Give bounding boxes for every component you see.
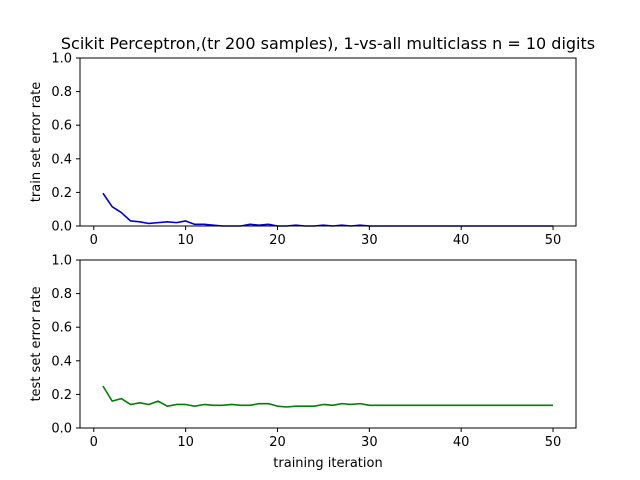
train-x-tick-label: 0 (90, 233, 98, 248)
train-x-tick-label: 30 (361, 233, 378, 248)
train-x-tick-label: 20 (269, 233, 286, 248)
test-y-tick-label: 0.2 (51, 388, 72, 403)
test-y-tick-label: 0.8 (51, 287, 72, 302)
train-axes-frame (79, 57, 577, 227)
test-y-tick-label: 0.4 (51, 354, 72, 369)
figure-title: Scikit Perceptron,(tr 200 samples), 1-vs… (61, 34, 595, 53)
test-x-tick-label: 50 (545, 435, 562, 450)
test-axes-frame (79, 259, 577, 429)
test-x-tick-label: 30 (361, 435, 378, 450)
train-x-tick-label: 10 (177, 233, 194, 248)
test-x-tick-label: 10 (177, 435, 194, 450)
train-y-axis-label: train set error rate (29, 82, 44, 202)
test-y-tick-label: 1.0 (51, 254, 72, 269)
test-series-line (102, 385, 554, 408)
test-y-tick-label: 0.6 (51, 321, 72, 336)
train-y-tick-label: 0.4 (51, 152, 72, 167)
test-x-tick-label: 40 (453, 435, 470, 450)
test-x-tick-label: 20 (269, 435, 286, 450)
train-x-tick-label: 40 (453, 233, 470, 248)
test-x-axis-label: training iteration (273, 456, 382, 471)
train-y-tick-label: 0.0 (51, 220, 72, 235)
train-y-tick-label: 0.2 (51, 186, 72, 201)
test-x-tick-label: 0 (90, 435, 98, 450)
train-series-line (102, 192, 554, 227)
train-y-tick-label: 1.0 (51, 52, 72, 67)
train-y-tick-label: 0.6 (51, 119, 72, 134)
test-error-plot: 0 10 20 30 40 50 0.0 0.2 0.4 0.6 0.8 1.0 test set er… (29, 254, 577, 471)
train-x-tick-label: 50 (545, 233, 562, 248)
train-y-tick-label: 0.8 (51, 85, 72, 100)
train-error-plot: 0 10 20 30 40 50 0.0 0.2 0.4 0.6 0.8 1.0 train set e… (29, 52, 577, 248)
test-y-tick-label: 0.0 (51, 422, 72, 437)
test-y-axis-label: test set error rate (29, 286, 44, 401)
